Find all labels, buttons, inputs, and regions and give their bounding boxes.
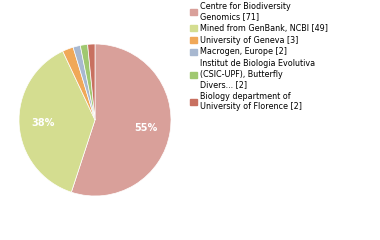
Wedge shape bbox=[71, 44, 171, 196]
Wedge shape bbox=[19, 51, 95, 192]
Text: 55%: 55% bbox=[135, 123, 158, 133]
Wedge shape bbox=[88, 44, 95, 120]
Wedge shape bbox=[63, 47, 95, 120]
Text: 38%: 38% bbox=[32, 118, 55, 128]
Legend: Centre for Biodiversity
Genomics [71], Mined from GenBank, NCBI [49], University: Centre for Biodiversity Genomics [71], M… bbox=[190, 2, 328, 111]
Wedge shape bbox=[80, 44, 95, 120]
Wedge shape bbox=[73, 45, 95, 120]
